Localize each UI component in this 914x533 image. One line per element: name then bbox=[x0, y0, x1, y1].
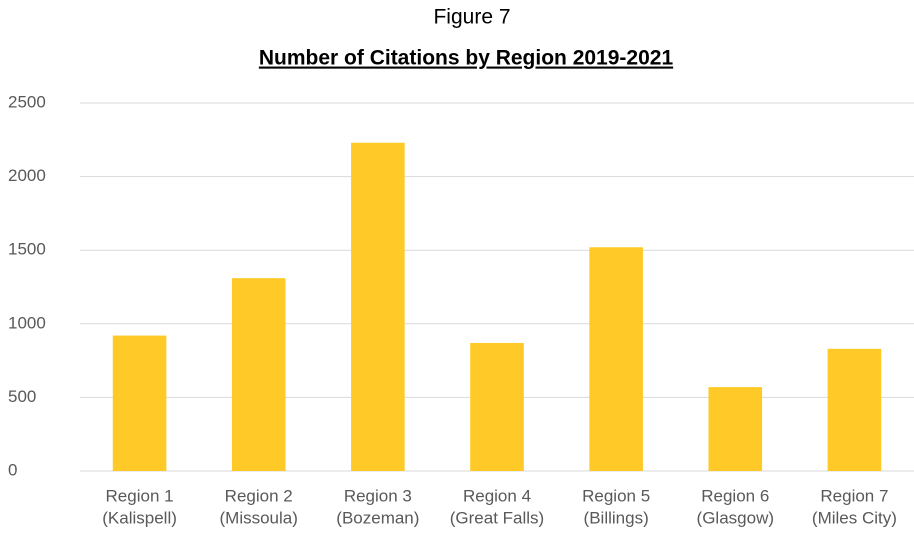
x-tick-label: (Great Falls) bbox=[450, 508, 544, 527]
x-tick-label: (Kalispell) bbox=[102, 508, 177, 527]
x-tick-label: Region 6 bbox=[701, 486, 769, 505]
x-tick-label: Region 3 bbox=[344, 486, 412, 505]
x-tick-label: (Missoula) bbox=[220, 508, 298, 527]
x-tick-label: Region 5 bbox=[582, 486, 650, 505]
x-tick-label: Region 1 bbox=[106, 486, 174, 505]
bar bbox=[112, 335, 167, 471]
chart-title: Figure 7 bbox=[433, 6, 510, 29]
y-tick-label: 0 bbox=[8, 460, 17, 479]
y-tick-label: 1000 bbox=[8, 313, 46, 332]
x-tick-label: Region 7 bbox=[820, 486, 888, 505]
y-tick-label: 1500 bbox=[8, 240, 46, 259]
x-tick-label: Region 4 bbox=[463, 486, 531, 505]
bar bbox=[231, 278, 286, 471]
y-tick-label: 500 bbox=[8, 387, 36, 406]
x-tick-label: (Miles City) bbox=[812, 508, 897, 527]
bar bbox=[708, 387, 763, 471]
y-tick-label: 2000 bbox=[8, 166, 46, 185]
chart-subtitle: Number of Citations by Region 2019-2021 bbox=[259, 47, 674, 70]
bar bbox=[470, 342, 524, 471]
x-tick-label: (Bozeman) bbox=[336, 508, 419, 527]
x-tick-label: Region 2 bbox=[225, 486, 293, 505]
bar bbox=[589, 247, 643, 471]
bar bbox=[351, 142, 405, 471]
bar bbox=[827, 348, 882, 471]
x-tick-label: (Billings) bbox=[584, 508, 649, 527]
x-tick-label: (Glasgow) bbox=[697, 508, 774, 527]
y-tick-label: 2500 bbox=[8, 92, 46, 111]
